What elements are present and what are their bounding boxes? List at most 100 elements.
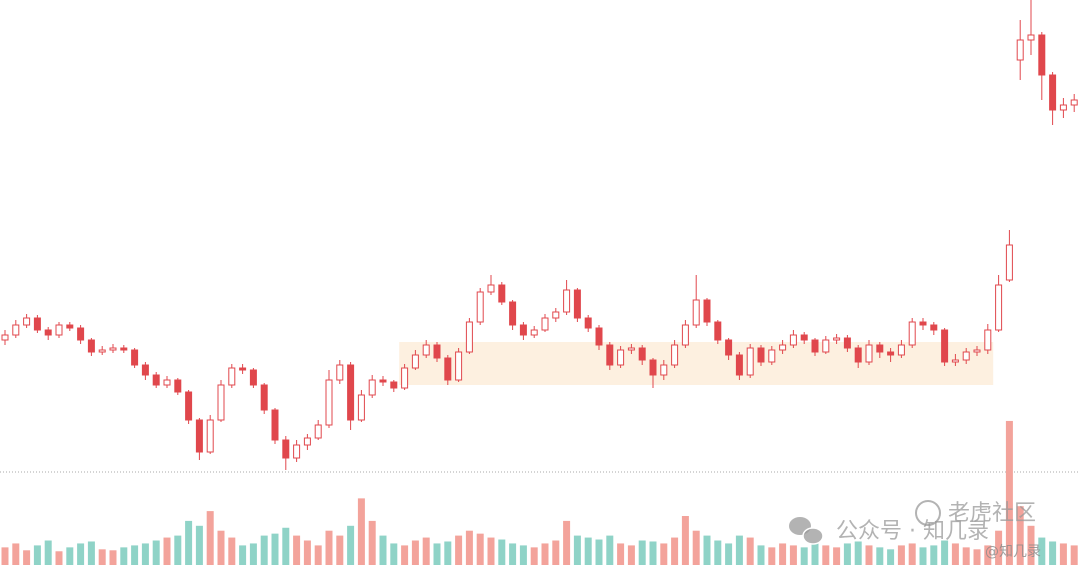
candle-body xyxy=(854,347,862,363)
volume-bar xyxy=(206,511,214,565)
volume-bar xyxy=(120,547,128,565)
volume-bar xyxy=(617,543,625,565)
volume-bar xyxy=(444,541,452,565)
candle-body xyxy=(33,317,41,331)
volume-bar xyxy=(930,545,938,565)
volume-bar xyxy=(1016,506,1024,565)
volume-bar xyxy=(854,541,862,565)
volume-bar xyxy=(249,543,257,565)
candle-body xyxy=(206,419,214,453)
volume-bar xyxy=(606,535,614,565)
volume-bar xyxy=(1005,420,1013,565)
volume-bar xyxy=(800,547,808,565)
candle-body xyxy=(498,284,506,303)
volume-bar xyxy=(919,547,927,565)
volume-bar xyxy=(260,535,268,565)
candle-body xyxy=(941,329,949,363)
volume-bar xyxy=(833,547,841,565)
watermark-site: 老虎社区 xyxy=(948,501,1036,526)
candle-body xyxy=(692,299,700,326)
volume-bar xyxy=(141,543,149,565)
volume-bar xyxy=(109,550,117,565)
candle-body xyxy=(660,364,668,376)
candle-body xyxy=(465,321,473,353)
candle-body xyxy=(1005,244,1013,281)
volume-bar xyxy=(336,535,344,565)
volume-bar xyxy=(681,516,689,565)
watermark-handle: @知几录 xyxy=(985,543,1041,560)
candle-body xyxy=(714,321,722,341)
candle-body xyxy=(595,327,603,346)
volume-bar xyxy=(368,520,376,565)
candle-body xyxy=(433,344,441,359)
volume-bar xyxy=(984,545,992,565)
candle-body xyxy=(379,379,387,383)
candle-body xyxy=(833,337,841,341)
candle-body xyxy=(217,384,225,421)
candle-body xyxy=(55,324,63,336)
candle-body xyxy=(228,367,236,386)
volume-bar xyxy=(23,550,31,565)
candle-body xyxy=(843,337,851,349)
volume-bar xyxy=(595,539,603,565)
candle-body xyxy=(260,384,268,411)
volume-bar xyxy=(163,537,171,565)
candle-body xyxy=(1059,104,1067,111)
candle-body xyxy=(584,317,592,329)
volume-bar xyxy=(12,543,20,565)
watermark-account: 公众号 · 知几录 xyxy=(836,519,989,544)
volume-bar xyxy=(314,545,322,565)
candle-body xyxy=(811,339,819,353)
candle-body xyxy=(347,364,355,421)
candle-body xyxy=(368,379,376,396)
volume-bar xyxy=(131,545,139,565)
candle-body xyxy=(131,349,139,366)
volume-bar xyxy=(476,533,484,565)
candle-body xyxy=(1027,34,1035,41)
candle-body xyxy=(1038,34,1046,76)
volume-bar xyxy=(638,540,646,565)
candle-body xyxy=(984,329,992,351)
candle-body xyxy=(444,357,452,381)
candle-body xyxy=(1016,39,1024,61)
candle-body xyxy=(908,321,916,346)
volume-bar xyxy=(649,541,657,565)
candle-layer xyxy=(1,0,1078,470)
candle-body xyxy=(865,344,873,363)
volume-bar xyxy=(973,549,981,565)
volume-bar xyxy=(660,543,668,565)
volume-bar xyxy=(811,543,819,565)
volume-bar xyxy=(908,543,916,565)
volume-bar xyxy=(1049,541,1057,565)
candle-body xyxy=(271,409,279,441)
volume-bar xyxy=(77,543,85,565)
volume-bar xyxy=(411,540,419,565)
volume-bar xyxy=(239,545,247,565)
volume-bar xyxy=(757,545,765,565)
candle-body xyxy=(314,424,322,439)
volume-bar xyxy=(1038,537,1046,565)
candle-body xyxy=(401,367,409,389)
candle-body xyxy=(152,374,160,386)
candle-body xyxy=(282,439,290,459)
candle-body xyxy=(768,349,776,363)
candle-body xyxy=(12,324,20,336)
volume-bar xyxy=(584,537,592,565)
candle-body xyxy=(1,334,9,341)
volume-bar xyxy=(703,535,711,565)
volume-bar xyxy=(951,543,959,565)
candle-body xyxy=(120,347,128,351)
volume-bar xyxy=(519,545,527,565)
volume-bar xyxy=(627,545,635,565)
candle-body xyxy=(411,354,419,369)
volume-bar xyxy=(735,535,743,565)
volume-bar xyxy=(401,545,409,565)
candle-body xyxy=(822,339,830,353)
volume-bar xyxy=(422,537,430,565)
candle-body xyxy=(606,344,614,366)
volume-bar xyxy=(897,545,905,565)
volume-bar xyxy=(865,545,873,565)
candle-body xyxy=(44,329,52,336)
